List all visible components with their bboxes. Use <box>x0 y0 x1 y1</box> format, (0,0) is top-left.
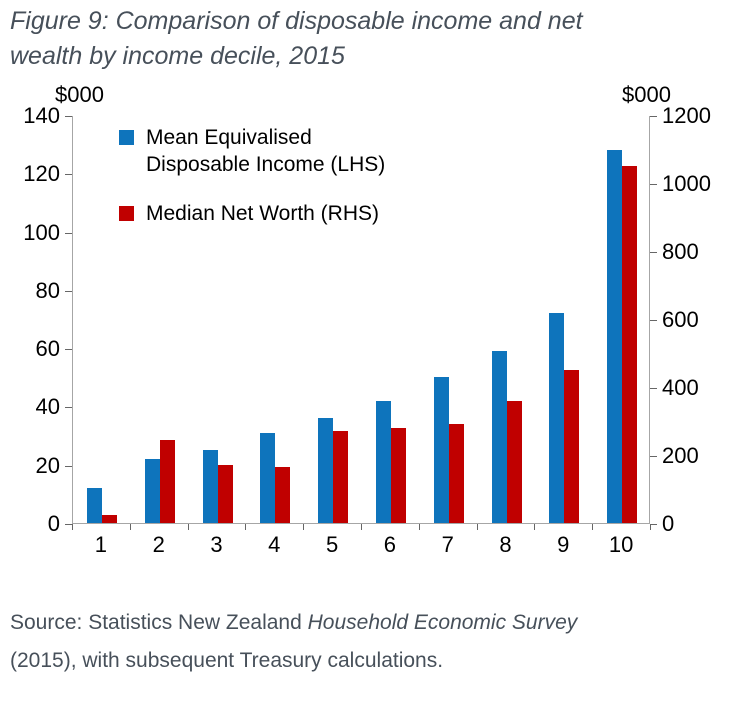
income-bar-decile-1 <box>86 488 102 523</box>
networth-bar-decile-6 <box>390 427 406 523</box>
right-axis-tick-mark <box>650 524 657 525</box>
networth-bar-decile-3 <box>217 465 233 523</box>
right-axis-tick-label: 200 <box>662 443 699 468</box>
x-axis-tick-mark <box>303 524 305 530</box>
income-bar-decile-6 <box>375 400 391 523</box>
networth-bar-decile-7 <box>448 424 464 523</box>
x-axis-tick-mark <box>361 524 362 530</box>
legend: Mean Equivalised Disposable Income (LHS)… <box>119 124 395 249</box>
left-axis-tick-mark <box>65 290 72 292</box>
right-axis-tick-mark <box>650 456 657 457</box>
income-bar-decile-9 <box>549 313 565 523</box>
x-axis-category-label: 10 <box>608 532 634 557</box>
left-axis-tick-label: 140 <box>23 103 60 128</box>
income-bar-decile-7 <box>433 377 449 523</box>
left-axis-tick-mark <box>65 349 72 351</box>
left-axis-tick-mark <box>65 174 72 176</box>
networth-bar-decile-2 <box>159 439 175 523</box>
x-axis-category-label: 7 <box>441 532 454 557</box>
x-axis-tick-mark <box>534 524 536 530</box>
x-axis-tick-mark <box>72 524 73 530</box>
source-text-suffix: (2015), with subsequent Treasury calcula… <box>10 649 444 672</box>
x-axis-tick-mark <box>245 524 247 530</box>
right-axis-tick-label: 1000 <box>662 171 711 196</box>
source-italic-text: Household Economic Survey <box>307 611 578 634</box>
x-axis-category-label: 8 <box>499 532 512 557</box>
left-axis-tick-label: 40 <box>35 394 60 420</box>
x-axis-category-label: 5 <box>325 532 339 557</box>
left-axis-tick-label: 60 <box>35 336 60 362</box>
right-axis-tick-mark <box>650 252 657 253</box>
x-axis-tick-mark <box>187 524 189 530</box>
x-axis-category-label: 9 <box>557 532 570 557</box>
networth-bar-decile-1 <box>101 514 117 523</box>
left-axis-unit-label: $000 <box>55 82 104 107</box>
networth-bar-decile-9 <box>564 370 580 523</box>
legend-item-income: Mean Equivalised Disposable Income (LHS) <box>119 124 395 178</box>
right-axis-tick-label: 600 <box>662 307 699 332</box>
left-axis-tick-label: 100 <box>23 219 60 245</box>
right-axis-tick-label: 400 <box>662 375 699 400</box>
networth-legend-swatch-icon <box>119 206 134 221</box>
right-axis-tick-label: 0 <box>662 511 675 536</box>
income-bar-decile-5 <box>318 418 334 523</box>
x-axis-category-label: 3 <box>210 532 223 557</box>
left-axis-tick-label: 80 <box>35 277 60 303</box>
x-axis-tick-mark <box>418 524 420 530</box>
left-axis-tick-mark <box>65 116 72 117</box>
x-axis-category-label: 6 <box>383 532 397 557</box>
left-axis-tick-label: 20 <box>35 452 60 478</box>
legend-item-networth: Median Net Worth (RHS) <box>119 200 395 227</box>
x-axis-tick-mark <box>592 524 594 530</box>
right-axis-tick-label: 800 <box>662 239 699 264</box>
plot-area <box>72 116 650 524</box>
income-legend-swatch-icon <box>119 130 134 145</box>
left-axis-tick-mark <box>65 232 72 234</box>
left-axis-tick-mark <box>65 407 72 409</box>
left-axis-tick-mark <box>65 524 72 525</box>
x-axis-category-label: 2 <box>152 532 165 557</box>
income-bar-decile-2 <box>144 458 160 523</box>
networth-bar-decile-10 <box>622 166 638 523</box>
right-axis-tick-mark <box>650 388 657 389</box>
x-axis-category-label: 1 <box>94 532 108 557</box>
income-bar-decile-8 <box>491 351 507 523</box>
source-text-prefix: Source: Statistics New Zealand <box>10 611 308 634</box>
x-axis-tick-mark <box>650 524 651 530</box>
left-axis-tick-label: 120 <box>23 161 60 187</box>
income-bar-decile-10 <box>607 150 623 523</box>
right-axis-tick-mark <box>650 116 657 117</box>
right-axis-unit-label: $000 <box>622 82 671 107</box>
source-note: Source: Statistics New Zealand Household… <box>10 604 630 680</box>
right-axis-tick-mark <box>650 184 657 185</box>
x-axis-tick-mark <box>476 524 478 530</box>
networth-bar-decile-5 <box>333 431 349 523</box>
income-legend-label: Mean Equivalised Disposable Income (LHS) <box>146 126 386 176</box>
left-axis-tick-mark <box>65 465 72 467</box>
right-axis-tick-label: 1200 <box>662 103 711 128</box>
x-axis-category-label: 4 <box>268 532 281 557</box>
chart-area: Mean Equivalised Disposable Income (LHS)… <box>23 103 711 557</box>
income-bar-decile-3 <box>202 450 218 523</box>
left-axis-tick-label: 0 <box>47 511 60 536</box>
income-bar-decile-4 <box>260 432 276 523</box>
networth-bar-decile-4 <box>275 466 291 523</box>
x-axis-tick-mark <box>129 524 131 530</box>
figure-title: Figure 9: Comparison of disposable incom… <box>10 7 583 70</box>
networth-bar-decile-8 <box>506 400 522 523</box>
networth-legend-label: Median Net Worth (RHS) <box>146 202 380 225</box>
right-axis-tick-mark <box>650 320 657 321</box>
